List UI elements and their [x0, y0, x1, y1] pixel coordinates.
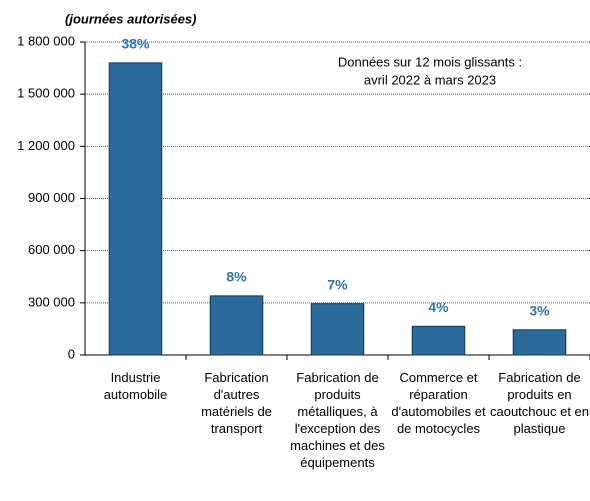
bar: [411, 325, 466, 356]
y-axis-label: (journées autorisées): [65, 11, 197, 26]
y-tick-label: 1 500 000: [17, 86, 75, 101]
annotation: avril 2022 à mars 2023: [364, 72, 496, 87]
share-label: 7%: [327, 276, 348, 292]
y-tick-label: 600 000: [28, 242, 75, 257]
bar: [108, 62, 163, 356]
share-label: 38%: [121, 36, 150, 52]
annotation: Données sur 12 mois glissants :: [338, 54, 522, 69]
bar: [512, 329, 567, 356]
bar: [209, 295, 264, 356]
x-tick-label: Commerce et réparation d'automobiles et …: [391, 370, 486, 436]
share-label: 8%: [226, 269, 247, 285]
x-tick-label: Fabrication d'autres matériels de transp…: [201, 370, 272, 436]
y-tick-label: 0: [68, 346, 75, 361]
x-tick-label: Fabrication de produits en caoutchouc et…: [489, 370, 590, 436]
y-tick-label: 1 200 000: [17, 138, 75, 153]
x-tick-label: Industrie automobile: [103, 370, 168, 402]
y-tick-label: 900 000: [28, 190, 75, 205]
share-label: 4%: [428, 299, 449, 315]
bar: [310, 303, 365, 356]
share-label: 3%: [529, 302, 550, 318]
x-tick-label: Fabrication de produits métalliques, à l…: [290, 370, 385, 470]
y-tick-label: 1 800 000: [17, 33, 75, 48]
y-tick-label: 300 000: [28, 294, 75, 309]
